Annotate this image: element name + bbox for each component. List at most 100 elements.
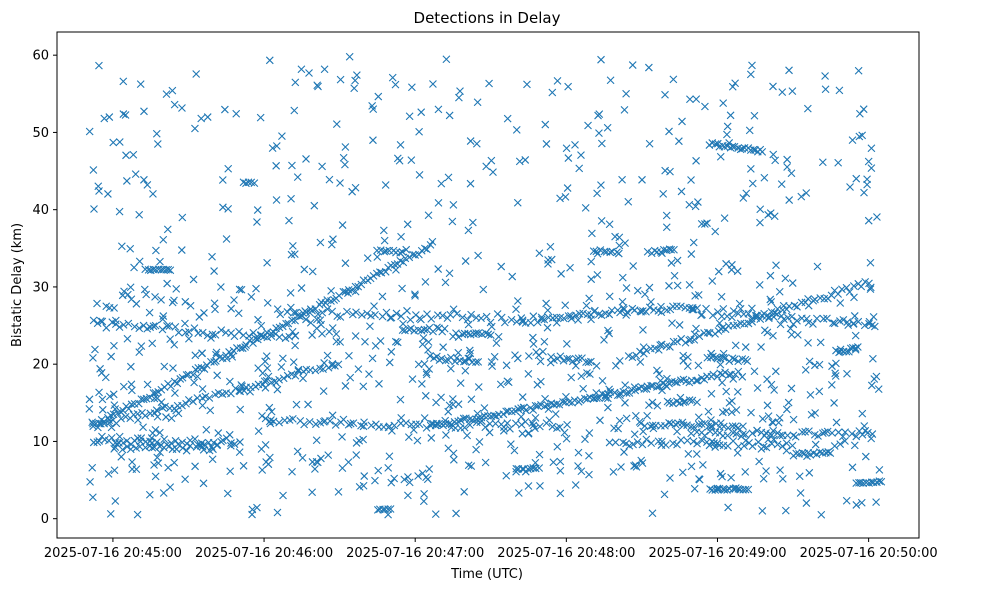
data-point-x-marker [695, 332, 704, 341]
data-point-x-marker [787, 312, 796, 321]
data-point-x-marker [851, 331, 860, 340]
data-point-x-marker [384, 510, 392, 519]
data-point-x-marker [163, 322, 171, 330]
data-point-x-marker [90, 205, 98, 213]
data-point-x-marker [89, 166, 98, 174]
data-point-x-marker [531, 414, 540, 422]
data-point-x-marker [529, 340, 538, 348]
data-point-x-marker [700, 220, 709, 228]
data-point-x-marker [226, 441, 235, 450]
data-point-x-marker [588, 229, 596, 238]
data-point-x-marker [162, 90, 171, 99]
data-point-x-marker [253, 206, 262, 214]
data-point-x-marker [472, 329, 480, 337]
data-point-x-marker [542, 140, 551, 148]
data-point-x-marker [381, 181, 390, 189]
data-point-x-marker [494, 332, 503, 341]
data-point-x-marker [866, 283, 875, 292]
data-point-x-marker [323, 305, 332, 313]
data-point-x-marker [293, 173, 302, 182]
data-point-x-marker [170, 340, 179, 349]
data-point-x-marker [867, 144, 876, 153]
data-point-x-marker [137, 342, 146, 350]
data-point-x-marker [694, 361, 703, 370]
data-point-x-marker [715, 319, 724, 327]
data-point-x-marker [166, 483, 175, 492]
data-point-x-marker [781, 274, 790, 283]
data-point-x-marker [123, 334, 132, 343]
data-point-x-marker [254, 315, 262, 324]
data-point-x-marker [458, 313, 467, 322]
data-point-x-marker [291, 331, 300, 340]
data-point-x-marker [354, 365, 363, 374]
data-point-x-marker [774, 418, 783, 427]
data-point-x-marker [513, 354, 522, 363]
data-point-x-marker [535, 450, 544, 459]
data-point-x-marker [297, 65, 306, 74]
data-point-x-marker [858, 430, 867, 439]
data-point-x-marker [586, 357, 595, 366]
data-point-x-marker [178, 213, 187, 222]
data-point-x-marker [191, 462, 199, 471]
data-point-x-marker [643, 247, 652, 256]
data-point-x-marker [826, 449, 835, 458]
data-point-x-marker [535, 422, 544, 431]
data-point-x-marker [582, 301, 591, 310]
data-point-x-marker [581, 435, 589, 444]
plot-area [56, 31, 920, 539]
data-point-x-marker [711, 443, 720, 451]
data-point-x-marker [465, 346, 474, 355]
data-point-x-marker [414, 472, 422, 480]
data-point-x-marker [639, 349, 648, 358]
data-point-x-marker [448, 217, 457, 226]
data-point-x-marker [445, 419, 454, 428]
data-point-x-marker [769, 150, 778, 159]
data-point-x-marker [809, 320, 817, 328]
data-point-x-marker [673, 337, 681, 346]
data-point-x-marker [869, 478, 878, 487]
data-point-x-marker [479, 285, 488, 294]
data-point-x-marker [622, 389, 631, 398]
data-point-x-marker [172, 406, 181, 415]
data-point-x-marker [249, 339, 257, 348]
data-point-x-marker [446, 364, 455, 373]
data-point-x-marker [732, 406, 741, 414]
data-point-x-marker [517, 420, 526, 429]
data-point-x-marker [741, 430, 750, 439]
data-point-x-marker [297, 284, 306, 292]
data-point-x-marker [198, 401, 207, 410]
data-point-x-marker [419, 497, 428, 506]
data-point-x-marker [758, 311, 766, 320]
data-point-x-marker [311, 465, 319, 473]
data-point-x-marker [650, 246, 659, 255]
data-point-x-marker [662, 211, 671, 220]
data-point-x-marker [860, 321, 869, 330]
data-point-x-marker [811, 440, 820, 449]
data-point-x-marker [605, 292, 614, 301]
data-point-x-marker [747, 408, 755, 417]
data-point-x-marker [518, 429, 527, 438]
data-point-x-marker [642, 435, 651, 444]
data-point-x-marker [828, 362, 836, 371]
data-point-x-marker [247, 178, 256, 187]
data-point-x-marker [212, 350, 220, 359]
data-point-x-marker [783, 163, 792, 171]
data-point-x-marker [334, 487, 343, 496]
data-point-x-marker [246, 387, 254, 396]
data-point-x-marker [121, 412, 130, 421]
data-point-x-marker [579, 384, 588, 393]
data-point-x-marker [685, 200, 694, 209]
data-point-x-marker [864, 428, 872, 437]
data-point-x-marker [203, 331, 212, 340]
data-point-x-marker [838, 285, 846, 294]
data-point-x-marker [812, 450, 821, 459]
data-point-x-marker [529, 421, 538, 430]
data-point-x-marker [111, 443, 120, 452]
data-point-x-marker [441, 416, 450, 425]
data-point-x-marker [247, 292, 256, 301]
data-point-x-marker [392, 309, 401, 318]
data-point-x-marker [850, 293, 858, 302]
data-point-x-marker [768, 418, 777, 426]
data-point-x-marker [135, 348, 144, 357]
data-point-x-marker [365, 370, 373, 378]
